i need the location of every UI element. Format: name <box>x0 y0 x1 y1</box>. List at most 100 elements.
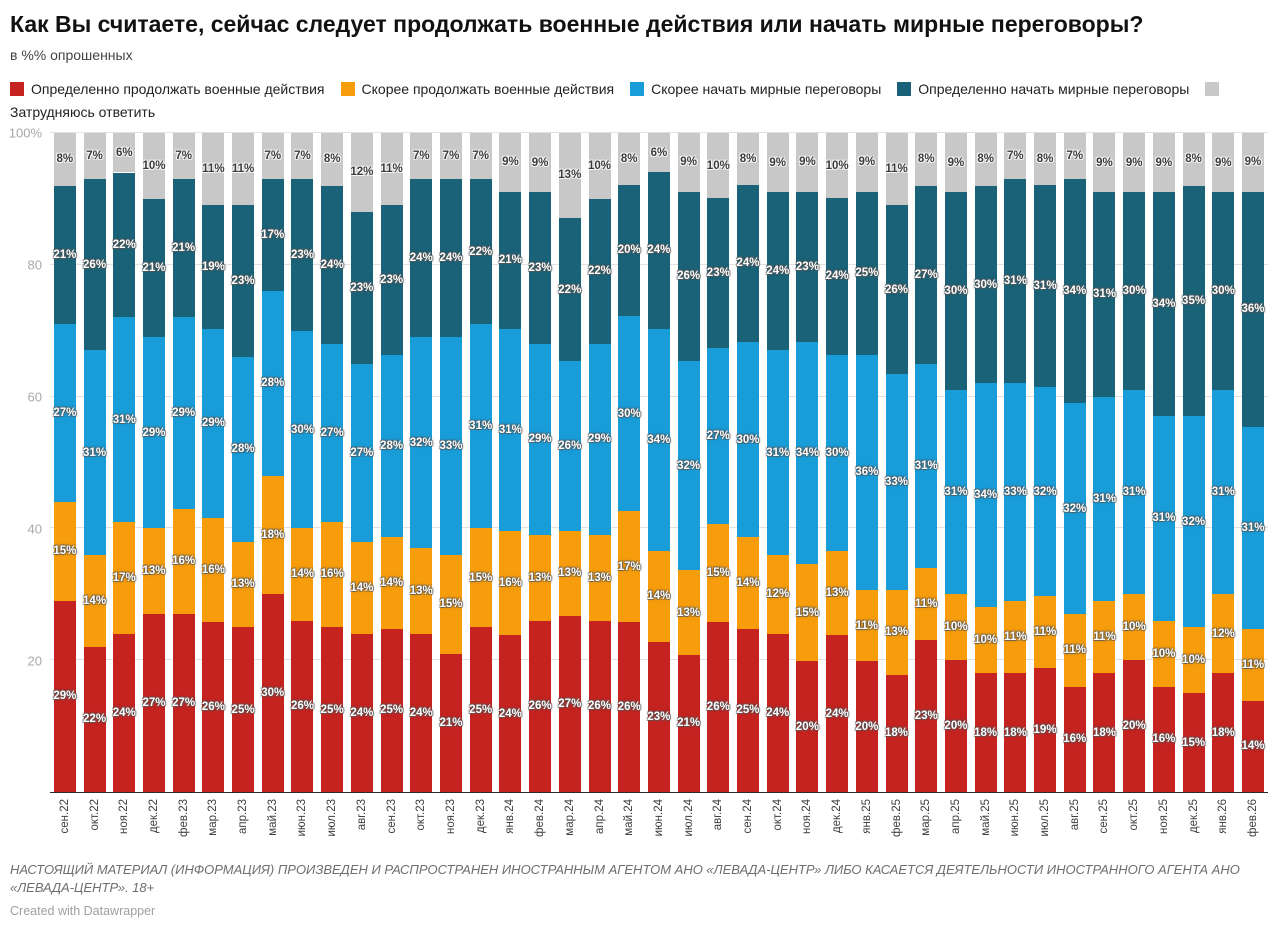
bar-segment: 33% <box>885 374 908 590</box>
segment-value-label: 18% <box>1092 726 1116 739</box>
segment-value-label: 29% <box>142 426 166 439</box>
x-slot: окт.22 <box>80 793 110 851</box>
segment-value-label: 24% <box>112 706 136 719</box>
segment-value-label: 14% <box>290 568 314 581</box>
bar-segment: 9% <box>499 132 522 192</box>
bar-slot: 16% 10% 31% 34% 9% <box>1149 132 1179 792</box>
stacked-bar: 24% 13% 30% 24% 10% <box>826 132 849 792</box>
segment-value-label: 20% <box>944 720 968 733</box>
bar-segment: 34% <box>974 383 997 608</box>
bar-segment: 34% <box>1063 179 1086 404</box>
segment-value-label: 21% <box>498 254 522 267</box>
segment-value-label: 8% <box>323 153 341 166</box>
bar-segment: 13% <box>588 534 611 621</box>
bar-slot: 20% 10% 31% 30% 9% <box>1119 132 1149 792</box>
segment-value-label: 9% <box>680 156 697 169</box>
bar-segment: 24% <box>321 185 344 344</box>
bar-segment: 23% <box>232 205 255 357</box>
bar-segment: 15% <box>439 554 463 654</box>
segment-value-label: 31% <box>83 446 107 459</box>
segment-value-label: 31% <box>498 423 522 436</box>
bar-slot: 24% 13% 30% 24% 10% <box>822 132 852 792</box>
stacked-bar: 24% 13% 32% 24% 7% <box>410 132 433 792</box>
x-tick-label: май.25 <box>979 798 992 836</box>
bar-segment: 26% <box>677 191 700 362</box>
x-slot: янв.26 <box>1208 793 1238 851</box>
segment-value-label: 29% <box>587 433 612 446</box>
bar-slot: 24% 14% 27% 23% 12% <box>347 132 377 792</box>
segment-value-label: 16% <box>320 568 344 581</box>
bar-segment: 28% <box>380 354 403 538</box>
bar-segment: 16% <box>1063 686 1086 792</box>
segment-value-label: 31% <box>914 459 938 472</box>
bar-segment: 9% <box>1152 132 1175 193</box>
bar-segment: 31% <box>1092 192 1116 397</box>
bar-segment: 28% <box>261 291 284 476</box>
x-slot: авг.25 <box>1060 793 1090 851</box>
bar-slot: 20% 11% 36% 25% 9% <box>852 132 882 792</box>
x-slot: июл.25 <box>1030 793 1060 851</box>
bar-slot: 27% 16% 29% 21% 7% <box>169 132 199 792</box>
bar-segment: 11% <box>232 132 254 206</box>
segment-value-label: 8% <box>917 153 935 166</box>
segment-value-label: 22% <box>83 713 107 726</box>
segment-value-label: 19% <box>201 260 225 273</box>
bar-slot: 18% 13% 33% 26% 11% <box>882 132 912 792</box>
legend-item: Скорее начать мирные переговоры <box>630 81 881 97</box>
segment-value-label: 27% <box>706 430 730 443</box>
x-tick-label: авг.23 <box>355 798 368 831</box>
segment-value-label: 10% <box>142 159 166 172</box>
segment-value-label: 23% <box>706 267 730 280</box>
bar-segment: 30% <box>974 185 998 384</box>
segment-value-label: 24% <box>350 706 374 719</box>
bar-segment: 32% <box>1182 416 1205 628</box>
segment-value-label: 10% <box>974 634 998 647</box>
segment-value-label: 31% <box>1092 288 1116 301</box>
bar-segment: 14% <box>290 528 314 621</box>
bar-segment: 13% <box>232 541 255 628</box>
x-tick-label: фев.23 <box>177 798 190 837</box>
bar-slot: 23% 11% 31% 27% 8% <box>911 132 941 792</box>
bar-segment: 29% <box>587 343 612 535</box>
bar-segment: 16% <box>202 517 225 623</box>
segment-value-label: 25% <box>231 703 255 716</box>
x-slot: июн.25 <box>1001 793 1031 851</box>
segment-value-label: 7% <box>472 150 489 163</box>
bar-segment: 7% <box>172 132 195 180</box>
segment-value-label: 11% <box>1241 658 1265 671</box>
bar-segment: 9% <box>529 132 552 193</box>
segment-value-label: 20% <box>855 720 879 733</box>
bar-segment: 17% <box>261 179 284 292</box>
bar-segment: 21% <box>53 185 76 325</box>
bar-segment: 22% <box>83 646 107 792</box>
bar-segment: 31% <box>469 324 492 529</box>
x-slot: фев.24 <box>525 793 555 851</box>
bar-segment: 18% <box>885 674 908 792</box>
segment-value-label: 30% <box>974 278 998 291</box>
bar-segment: 12% <box>350 132 373 213</box>
bar-slot: 25% 16% 27% 24% 8% <box>317 132 347 792</box>
bar-segment: 30% <box>1123 192 1146 390</box>
stacked-bar: 25% 13% 28% 23% 11% <box>231 132 255 792</box>
bar-segment: 27% <box>142 614 165 792</box>
bar-segment: 27% <box>53 324 76 502</box>
bar-segment: 9% <box>1212 132 1235 193</box>
segment-value-label: 30% <box>290 423 314 436</box>
bar-segment: 8% <box>915 132 938 186</box>
bar-segment: 22% <box>113 172 136 318</box>
segment-value-label: 27% <box>558 697 582 710</box>
bar-segment: 7% <box>291 132 314 180</box>
x-tick-label: янв.24 <box>504 798 517 834</box>
bar-segment: 19% <box>201 204 225 329</box>
segment-value-label: 35% <box>1182 294 1206 307</box>
legend: Определенно продолжать военные действия С… <box>10 78 1266 124</box>
bar-segment: 24% <box>439 179 463 338</box>
stacked-bar: 20% 10% 31% 30% 9% <box>1123 132 1146 792</box>
segment-value-label: 24% <box>647 244 671 257</box>
bar-segment: 9% <box>1093 132 1116 193</box>
stacked-bar: 25% 16% 27% 24% 8% <box>320 132 344 792</box>
x-tick-label: сен.23 <box>385 798 398 834</box>
bar-segment: 27% <box>172 614 195 792</box>
segment-value-label: 27% <box>914 268 938 281</box>
bar-segment: 27% <box>706 348 730 525</box>
